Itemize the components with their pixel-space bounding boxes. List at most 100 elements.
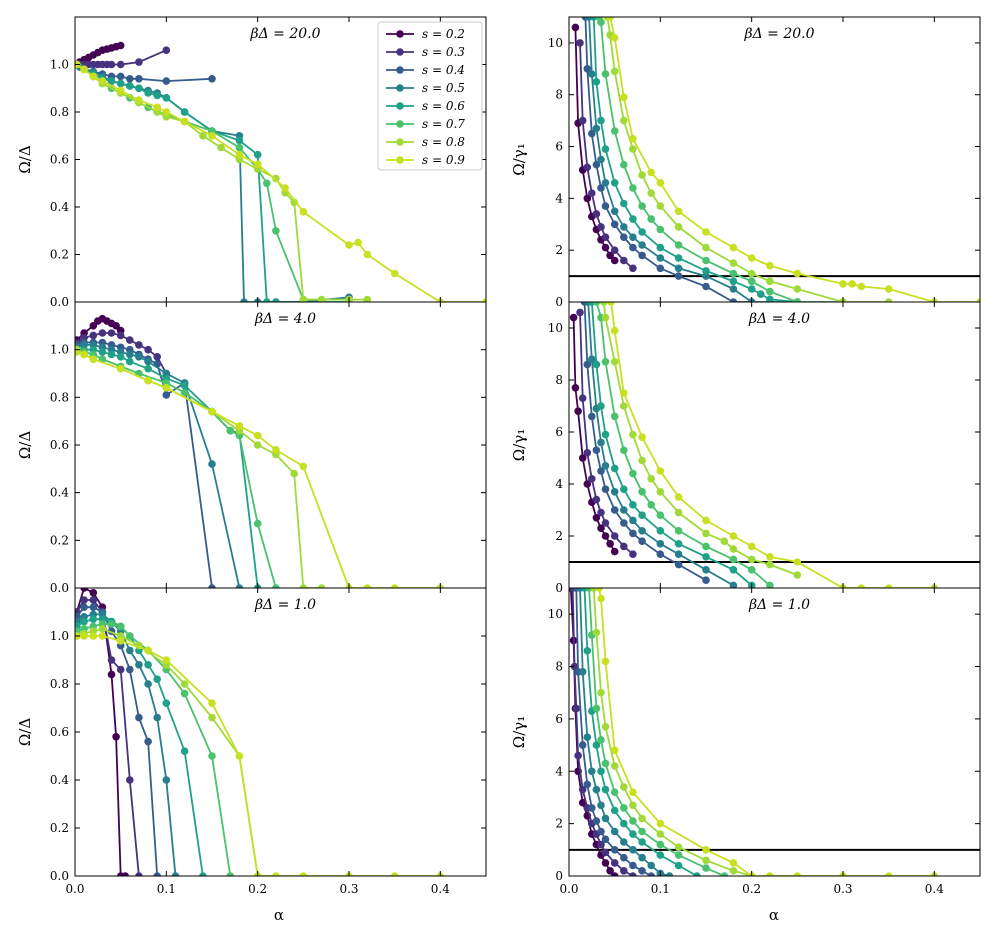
data-point (116, 86, 125, 95)
data-point (588, 412, 596, 421)
legend-marker (396, 48, 404, 56)
data-point (607, 302, 615, 306)
data-point (89, 322, 98, 330)
data-point (766, 287, 774, 296)
y-tick-label: 6 (555, 425, 563, 439)
y-tick-label: 6 (555, 712, 563, 726)
data-point (674, 560, 683, 569)
y-tick-label: 0.0 (50, 869, 69, 883)
data-point (135, 75, 143, 83)
x-tick-label: 0.1 (157, 882, 176, 896)
series-line-3 (76, 343, 241, 588)
data-point (162, 108, 171, 116)
data-point (98, 625, 107, 633)
plot-area (569, 588, 980, 876)
data-point (317, 584, 326, 588)
data-point (729, 532, 738, 540)
data-point (180, 117, 189, 126)
data-point (620, 783, 628, 791)
data-point (208, 752, 216, 760)
data-point (702, 272, 710, 280)
data-point (747, 285, 756, 293)
data-point (597, 18, 605, 27)
data-point (592, 817, 601, 825)
data-point (89, 632, 98, 640)
data-point (126, 357, 134, 366)
data-point (116, 353, 125, 361)
data-point (606, 867, 614, 875)
y-tick-label: 4 (555, 191, 563, 205)
data-point (597, 223, 605, 231)
data-point (656, 254, 665, 262)
axes-frame (568, 587, 981, 877)
data-point (729, 298, 738, 302)
y-tick-label: 0 (555, 869, 563, 883)
y-tick-label: 0.0 (50, 295, 69, 309)
data-point (638, 456, 646, 465)
data-point (638, 827, 646, 836)
data-point (263, 298, 271, 302)
data-point (199, 132, 207, 140)
y-tick-label: 2 (555, 817, 563, 831)
data-point (601, 657, 610, 666)
data-point (263, 179, 271, 188)
series-line-5 (588, 588, 725, 876)
data-point (638, 202, 646, 210)
data-point (272, 174, 280, 183)
data-point (592, 78, 601, 86)
data-point (217, 143, 225, 152)
y-tick-label: 0.4 (50, 486, 69, 500)
data-point (729, 581, 738, 588)
data-point (116, 60, 125, 69)
data-point (839, 280, 847, 288)
panel-4: 0.0 0.1 0.2 0.3 0.4 0.0 0.2 0.4 0.6 0.8 1.0 βΔ = 1.… (16, 587, 487, 896)
data-point (884, 298, 893, 302)
data-point (702, 856, 710, 865)
data-point (766, 553, 774, 561)
data-point (482, 298, 486, 302)
data-point (583, 360, 592, 369)
data-point (747, 277, 756, 286)
data-point (674, 851, 683, 859)
panel-1: 0 2 4 6 8 10 βΔ = 20.0 Ω/γ₁ (510, 16, 981, 309)
panel-0: 0.00.20.40.60.81.0βΔ = 20.0Ω/Δs = 0.2s =… (16, 16, 487, 309)
data-point (766, 581, 774, 588)
panel-2: 0.0 0.2 0.4 0.6 0.8 1.0 βΔ = 4.0 Ω/Δ (16, 301, 487, 595)
data-point (620, 93, 628, 102)
data-point (107, 620, 116, 628)
data-point (747, 542, 756, 551)
data-point (583, 480, 592, 488)
data-point (848, 280, 856, 288)
x-tick-label: 0.0 (65, 882, 84, 896)
data-point (729, 285, 738, 293)
y-tick-label: 0.2 (50, 821, 69, 835)
data-point (116, 72, 125, 81)
data-point (80, 588, 88, 592)
data-point (135, 96, 143, 104)
data-point (620, 519, 628, 527)
data-point (126, 350, 134, 359)
data-point (601, 243, 610, 252)
data-point (226, 426, 235, 435)
legend-marker (396, 84, 404, 92)
data-point (629, 788, 637, 796)
legend-marker (396, 102, 404, 110)
data-point (576, 39, 584, 47)
data-point (620, 542, 628, 551)
data-point (107, 60, 116, 69)
data-point (606, 17, 614, 21)
data-point (601, 519, 610, 527)
data-point (610, 358, 619, 366)
data-point (674, 861, 683, 870)
data-point (135, 84, 143, 93)
data-point (597, 688, 605, 697)
y-tick-label: 4 (555, 477, 563, 491)
data-point (729, 545, 738, 553)
data-point (629, 184, 637, 192)
data-point (702, 256, 710, 265)
data-point (656, 550, 665, 558)
data-point (601, 430, 610, 439)
data-point (253, 150, 262, 159)
data-point (610, 746, 619, 755)
data-point (272, 298, 280, 302)
